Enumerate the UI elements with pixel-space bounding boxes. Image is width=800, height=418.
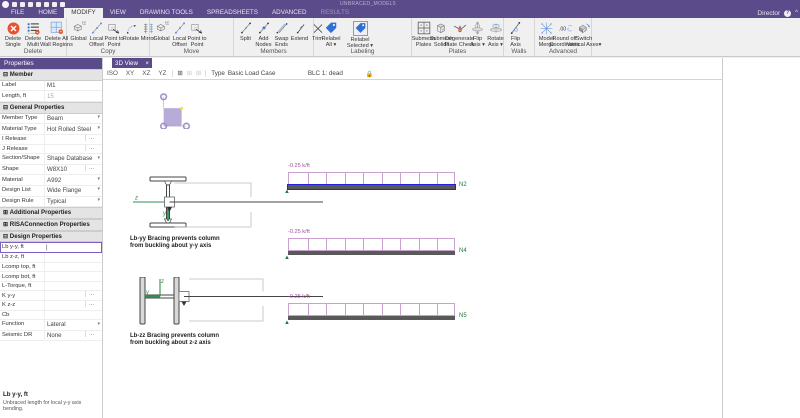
svg-text:z: z bbox=[160, 279, 164, 285]
svg-text:.00: .00 bbox=[558, 26, 565, 32]
svg-text:z: z bbox=[134, 196, 138, 202]
